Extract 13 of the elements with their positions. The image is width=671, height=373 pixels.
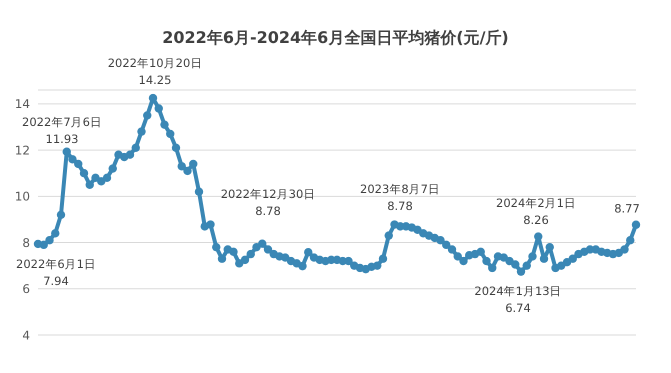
y-tick-label: 14 (14, 97, 30, 112)
annotation: 2022年12月30日 8.78 (220, 186, 316, 220)
annotation: 2024年2月1日 8.26 (496, 195, 576, 229)
annotation: 2024年1月13日 6.74 (474, 283, 562, 317)
y-tick-label: 8 (22, 236, 30, 250)
annotation: 8.77 (614, 200, 640, 218)
y-tick-label: 4 (22, 328, 30, 342)
annotation: 2022年7月6日 11.93 (22, 114, 102, 146)
annotation: 2023年8月7日 8.78 (360, 181, 440, 215)
chart-title: 2022年6月-2024年6月全国日平均猪价(元/斤) (161, 28, 510, 49)
y-tick-label: 12 (14, 143, 30, 158)
y-tick-label: 10 (14, 190, 30, 204)
text: 2022年10月20日 14.25 (108, 55, 202, 89)
